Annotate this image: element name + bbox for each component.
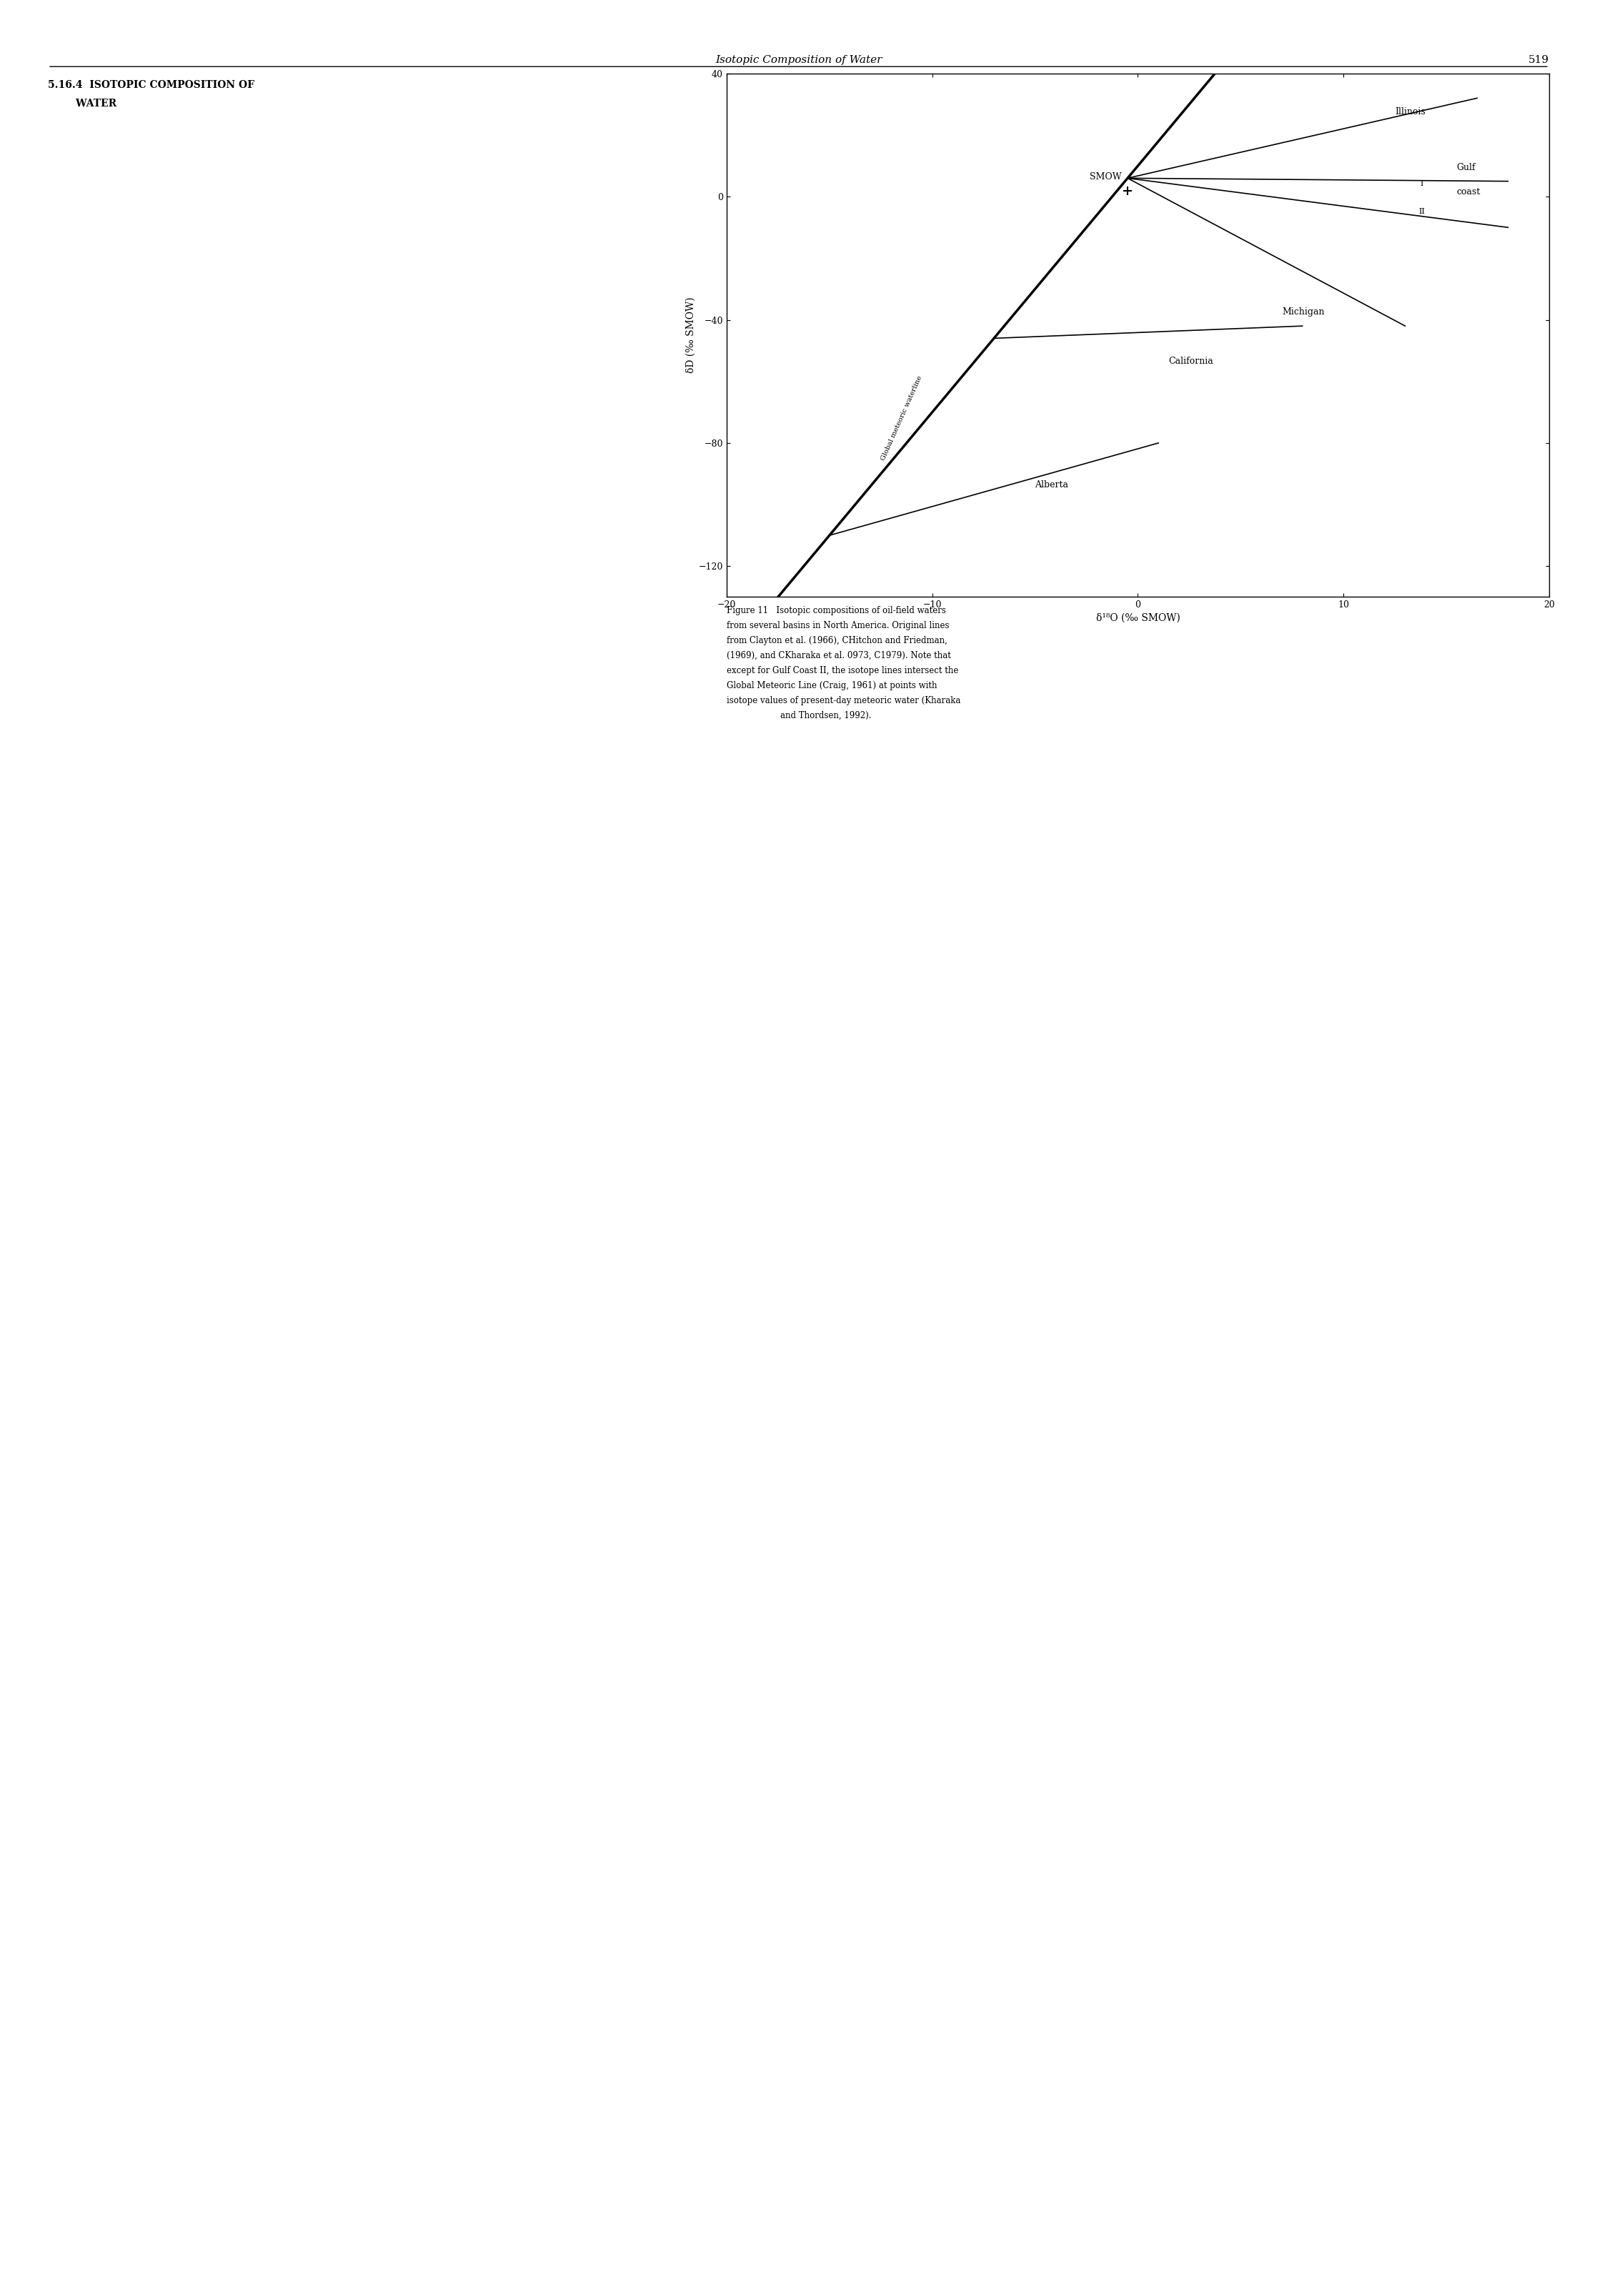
Text: WATER: WATER bbox=[48, 99, 117, 108]
Text: Global Meteoric Line (Craig, 1961) at points with: Global Meteoric Line (Craig, 1961) at po… bbox=[727, 680, 937, 691]
Text: coast: coast bbox=[1456, 188, 1480, 197]
Text: Figure 11   Isotopic compositions of oil-field waters: Figure 11 Isotopic compositions of oil-f… bbox=[727, 606, 945, 615]
Text: and Thordsen, 1992).: and Thordsen, 1992). bbox=[727, 712, 872, 721]
X-axis label: δ¹⁸O (‰ SMOW): δ¹⁸O (‰ SMOW) bbox=[1096, 613, 1180, 622]
Text: from Clayton et al. (1966), CHitchon and Friedman,: from Clayton et al. (1966), CHitchon and… bbox=[727, 636, 947, 645]
Text: 5.16.4  ISOTOPIC COMPOSITION OF: 5.16.4 ISOTOPIC COMPOSITION OF bbox=[48, 80, 254, 90]
Text: Gulf: Gulf bbox=[1456, 163, 1476, 172]
Y-axis label: δD (‰ SMOW): δD (‰ SMOW) bbox=[685, 296, 696, 374]
Text: Global meteoric waterline: Global meteoric waterline bbox=[880, 374, 923, 461]
Text: Alberta: Alberta bbox=[1035, 480, 1068, 489]
Text: (1969), and CKharaka et al. 0973, C1979). Note that: (1969), and CKharaka et al. 0973, C1979)… bbox=[727, 650, 950, 661]
Text: Isotopic Composition of Water: Isotopic Composition of Water bbox=[715, 55, 882, 64]
Text: II: II bbox=[1418, 209, 1425, 216]
Text: Illinois: Illinois bbox=[1394, 108, 1426, 117]
Text: isotope values of present-day meteoric water (Kharaka: isotope values of present-day meteoric w… bbox=[727, 696, 960, 705]
Text: I: I bbox=[1420, 181, 1423, 188]
Text: SMOW: SMOW bbox=[1089, 172, 1121, 181]
Text: 519: 519 bbox=[1528, 55, 1549, 64]
Text: California: California bbox=[1169, 356, 1214, 365]
Text: from several basins in North America. Original lines: from several basins in North America. Or… bbox=[727, 620, 949, 631]
Text: Michigan: Michigan bbox=[1282, 308, 1324, 317]
Text: except for Gulf Coast II, the isotope lines intersect the: except for Gulf Coast II, the isotope li… bbox=[727, 666, 958, 675]
